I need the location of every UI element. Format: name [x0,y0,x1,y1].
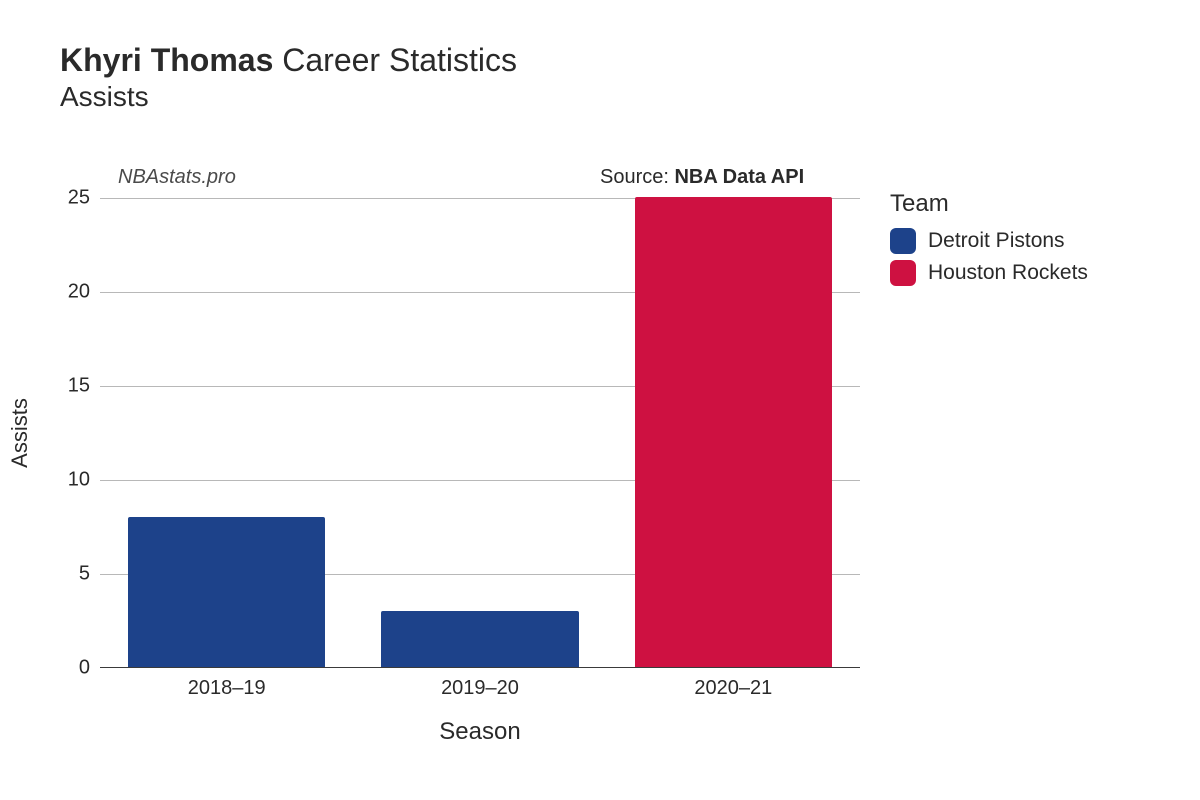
bar-chart: 05101520252018–192019–202020–21 [100,198,860,668]
legend: Team Detroit Pistons Houston Rockets [890,190,1088,292]
watermark-text: NBAstats.pro [118,166,236,189]
x-axis-title: Season [439,718,520,746]
x-tick-label: 2019–20 [441,677,519,700]
x-tick-label: 2018–19 [188,677,266,700]
y-tick-label: 25 [68,187,90,210]
legend-label: Houston Rockets [928,261,1088,285]
y-tick-label: 15 [68,375,90,398]
legend-swatch [890,228,916,254]
legend-swatch [890,260,916,286]
source-attribution: Source: NBA Data API [600,166,804,189]
bar [128,517,326,667]
chart-subtitle: Assists [60,81,517,113]
legend-label: Detroit Pistons [928,229,1065,253]
plot-area: 05101520252018–192019–202020–21 [100,198,860,668]
y-axis-title: Assists [7,398,33,468]
y-tick-label: 20 [68,281,90,304]
source-prefix: Source: [600,166,674,188]
legend-title: Team [890,190,1088,218]
legend-item: Detroit Pistons [890,228,1088,254]
title-suffix: Career Statistics [282,42,517,78]
y-tick-label: 0 [79,657,90,680]
bar [635,197,833,667]
y-tick-label: 10 [68,469,90,492]
x-tick-label: 2020–21 [694,677,772,700]
chart-title-line1: Khyri Thomas Career Statistics [60,42,517,79]
chart-title-block: Khyri Thomas Career Statistics Assists [60,42,517,113]
source-name: NBA Data API [674,166,804,188]
legend-item: Houston Rockets [890,260,1088,286]
y-tick-label: 5 [79,563,90,586]
bar [381,611,579,667]
player-name: Khyri Thomas [60,42,273,78]
